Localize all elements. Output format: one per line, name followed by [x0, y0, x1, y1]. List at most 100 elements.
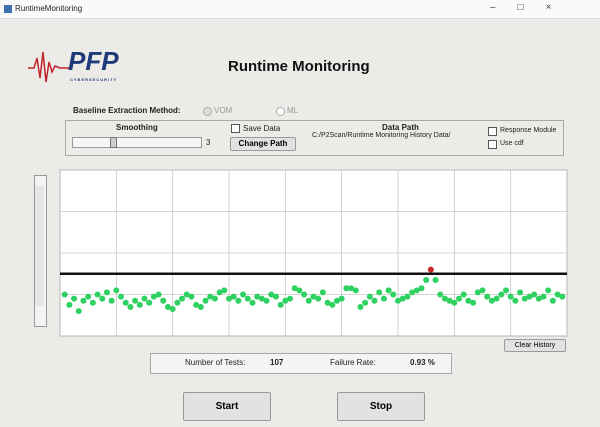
test-point	[535, 295, 542, 302]
use-cdf-checkbox[interactable]	[488, 140, 497, 149]
test-point	[517, 289, 524, 296]
response-module-checkbox[interactable]	[488, 127, 497, 136]
test-point	[531, 291, 538, 298]
test-point	[540, 293, 547, 300]
test-point	[493, 295, 500, 302]
test-point	[385, 287, 392, 294]
test-point	[512, 297, 519, 304]
slider-thumb[interactable]	[110, 137, 117, 148]
smoothing-value: 3	[206, 138, 211, 147]
app-icon	[4, 5, 12, 13]
clear-history-button[interactable]: Clear History	[504, 339, 566, 352]
scroll-thumb[interactable]	[35, 186, 44, 306]
test-point	[404, 293, 411, 300]
test-point	[479, 287, 486, 294]
wave	[28, 51, 70, 83]
change-path-button[interactable]: Change Path	[230, 137, 296, 151]
stop-button[interactable]: Stop	[337, 392, 425, 421]
test-point	[502, 287, 509, 294]
test-point	[71, 295, 78, 302]
test-point	[324, 299, 331, 306]
test-point	[305, 297, 312, 304]
test-point	[460, 291, 467, 298]
test-point	[197, 303, 204, 310]
test-point	[366, 293, 373, 300]
test-point	[549, 297, 556, 304]
test-point	[132, 297, 139, 304]
smoothing-slider[interactable]	[72, 137, 202, 148]
test-point	[66, 301, 73, 308]
test-point	[207, 293, 214, 300]
option-label: Response Module	[500, 127, 557, 134]
test-point	[94, 291, 101, 298]
test-point	[226, 295, 232, 302]
test-point	[301, 291, 308, 298]
test-point	[441, 295, 448, 302]
history-chart	[59, 169, 568, 337]
test-point	[395, 297, 401, 304]
option-label: Use cdf	[500, 140, 524, 147]
test-point	[559, 293, 566, 300]
test-point	[409, 289, 416, 296]
test-point	[446, 297, 453, 304]
test-point	[399, 295, 406, 302]
radio-vom[interactable]	[203, 107, 212, 116]
test-point	[371, 297, 378, 304]
test-point	[545, 287, 552, 294]
test-point	[169, 306, 176, 313]
save-data-checkbox[interactable]	[231, 124, 240, 133]
test-point	[310, 293, 317, 300]
test-point	[193, 301, 200, 308]
test-point	[179, 295, 186, 302]
failure-value: 0.93 %	[410, 358, 435, 367]
test-point	[174, 299, 181, 306]
test-point	[118, 293, 125, 300]
test-point	[113, 287, 120, 294]
test-point	[498, 291, 505, 298]
test-point	[183, 291, 190, 298]
test-point	[160, 297, 167, 304]
test-point	[103, 289, 110, 296]
window-controls[interactable]: –□×	[490, 2, 574, 13]
test-point	[357, 303, 364, 310]
data-path-value: C:/P2Scan/Runtime Monitoring History Dat…	[312, 132, 451, 139]
test-point	[319, 289, 326, 296]
test-point	[432, 276, 439, 283]
test-point	[465, 297, 472, 304]
test-point	[315, 295, 322, 302]
test-point	[507, 293, 514, 300]
test-point	[230, 293, 237, 300]
test-point	[390, 291, 397, 298]
test-point	[75, 308, 82, 315]
settings-panel	[65, 120, 564, 156]
test-point	[277, 301, 284, 308]
test-point	[484, 293, 491, 300]
test-point	[272, 293, 279, 300]
test-point	[188, 293, 195, 300]
test-point	[376, 289, 383, 296]
test-point	[474, 289, 481, 296]
tests-value: 107	[270, 358, 284, 367]
test-point	[136, 301, 143, 308]
test-point	[470, 299, 477, 306]
smoothing-label: Smoothing	[116, 123, 158, 132]
test-point	[352, 287, 359, 294]
test-point	[348, 285, 355, 292]
test-point	[211, 295, 218, 302]
logo-name: PFP	[68, 46, 119, 76]
baseline-label: Baseline Extraction Method:	[73, 106, 181, 115]
radio-label: ML	[287, 106, 299, 115]
test-point	[85, 293, 92, 300]
test-point	[244, 295, 251, 302]
test-point	[249, 299, 256, 306]
data-path-label: Data Path	[382, 123, 419, 132]
test-point	[155, 291, 162, 298]
test-point	[282, 297, 289, 304]
test-point	[150, 293, 157, 300]
start-button[interactable]: Start	[183, 392, 271, 421]
radio-ml[interactable]	[276, 107, 285, 116]
test-point	[338, 295, 345, 302]
test-point	[427, 266, 434, 273]
test-point	[258, 295, 265, 302]
